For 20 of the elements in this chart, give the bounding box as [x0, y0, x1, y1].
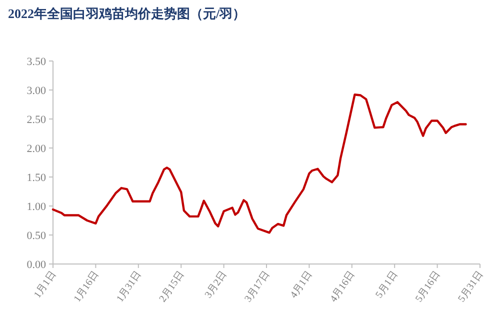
x-tick-label: 4月1日 [288, 269, 315, 300]
y-tick-label: 2.00 [26, 143, 46, 155]
y-tick-label: 2.50 [26, 114, 46, 126]
y-tick-label: 1.50 [26, 172, 46, 184]
x-tick-label: 1月1日 [32, 269, 58, 300]
x-tick-label: 4月16日 [328, 269, 358, 304]
x-tick-label: 3月17日 [242, 269, 272, 304]
x-tick-label: 5月31日 [456, 269, 486, 304]
y-tick-label: 0.50 [26, 230, 46, 242]
x-tick-label: 3月2日 [203, 269, 230, 300]
x-tick-label: 2月15日 [157, 269, 187, 304]
x-tick-label: 1月16日 [72, 269, 102, 304]
x-tick-label: 5月16日 [414, 269, 443, 304]
chart-title: 2022年全国白羽鸡苗均价走势图（元/羽） [8, 6, 246, 21]
x-tick-label: 5月1日 [374, 269, 400, 300]
y-tick-label: 1.00 [26, 201, 46, 213]
y-tick-label: 0.00 [26, 259, 46, 271]
y-tick-label: 3.50 [26, 56, 46, 68]
x-tick-label: 1月31日 [114, 269, 144, 304]
y-tick-label: 3.00 [26, 85, 46, 97]
